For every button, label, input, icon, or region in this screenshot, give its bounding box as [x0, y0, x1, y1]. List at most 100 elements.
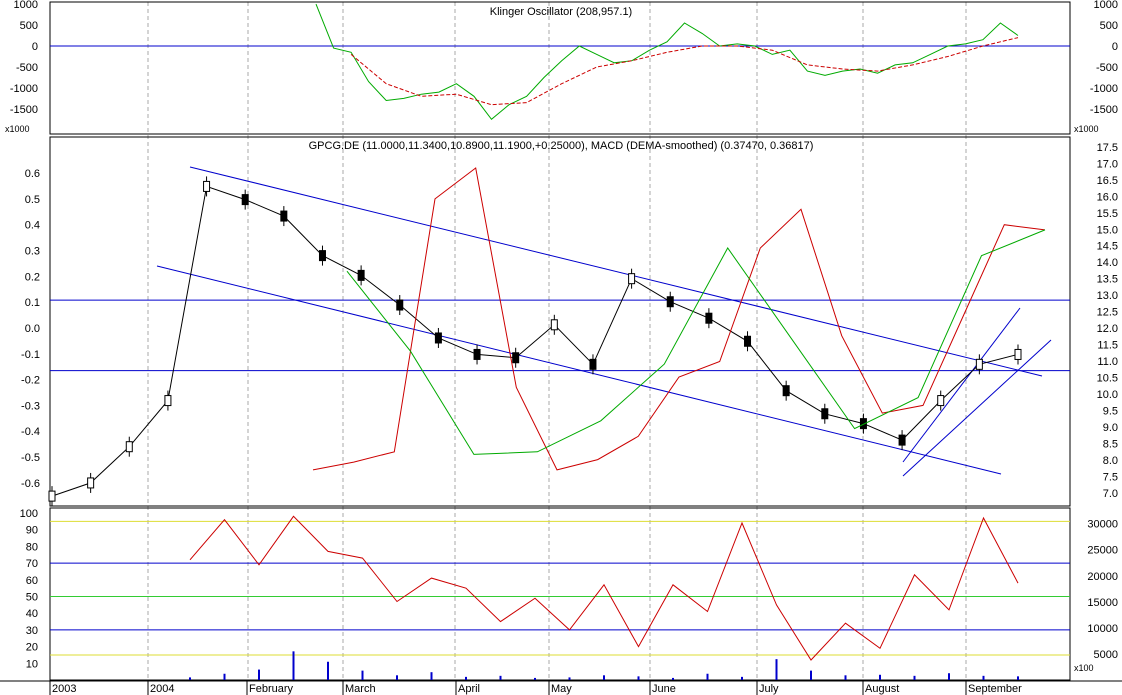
volume-tick: 15000 [1087, 597, 1118, 609]
price-tick: 17.5 [1097, 142, 1118, 154]
volume-bar [913, 675, 916, 680]
oscillator-tick: 80 [26, 541, 38, 553]
macd-tick: -0.4 [21, 426, 40, 438]
candle-body [87, 477, 95, 489]
volume-bar [603, 675, 605, 680]
panel-border [49, 1, 1071, 135]
price-tick: 11.5 [1097, 340, 1118, 352]
price-tick: 15.0 [1097, 224, 1118, 236]
volume-bar [1017, 676, 1019, 680]
macd-tick: -0.2 [21, 375, 40, 387]
x-tick-label: 2003 [52, 683, 76, 695]
x-tick-label: May [551, 683, 572, 695]
price-tick: 8.0 [1103, 455, 1118, 467]
volume-bar [430, 672, 433, 680]
price-tick: 8.5 [1103, 438, 1118, 450]
candle-body [821, 408, 829, 420]
volume-bar [465, 676, 467, 680]
trend-channel-line [902, 339, 1052, 477]
volume-bar [706, 673, 709, 680]
price-panel [48, 166, 1070, 507]
trend-channel-line [156, 265, 1002, 475]
volume-tick: 20000 [1087, 571, 1118, 583]
volume-bar [327, 661, 329, 680]
price-tick: 15.5 [1097, 208, 1118, 220]
klinger-panel [50, 3, 1070, 121]
price-tick: 16.0 [1097, 191, 1118, 203]
oscillator-tick: 30 [26, 625, 38, 637]
candle-body [666, 296, 674, 308]
price-title: GPCG.DE (11.0000,11.3400,10.8900,11.1900… [309, 140, 814, 152]
price-tick: 11.0 [1097, 356, 1118, 368]
oscillator-tick: 100 [20, 508, 38, 520]
price-tick: 14.0 [1097, 257, 1118, 269]
x-tick-label: July [759, 683, 779, 695]
klinger-left-tick: 0 [32, 41, 38, 53]
volume-bar [637, 676, 640, 680]
volume-tick: 30000 [1087, 519, 1118, 531]
klinger-right-tick: -500 [1096, 62, 1118, 74]
panel-frames [0, 1, 1122, 682]
volume-bar [499, 675, 502, 680]
volume-tick: 5000 [1094, 649, 1118, 661]
grid-lines [147, 2, 967, 681]
candle-body [318, 250, 326, 262]
candle-body [396, 299, 404, 311]
volume-bar [741, 676, 743, 680]
x-tick-label: February [249, 683, 294, 695]
volume-bar [948, 673, 950, 680]
panel-border [49, 136, 1071, 507]
price-tick: 17.0 [1097, 158, 1118, 170]
volume-bar [361, 670, 364, 680]
candle-body [434, 332, 442, 344]
candle-body [705, 312, 713, 324]
macd-line [312, 167, 1046, 471]
price-tick: 13.5 [1097, 274, 1118, 286]
volume-bar [844, 675, 847, 680]
volume-tick: 25000 [1087, 545, 1118, 557]
candle-body [241, 194, 249, 206]
klinger-left-tick: -1500 [10, 104, 38, 116]
klinger-right-tick: 0 [1112, 41, 1118, 53]
oscillator-line [189, 515, 1019, 661]
candle-body [782, 385, 790, 397]
candle-body [550, 319, 558, 331]
volume-bar [982, 675, 985, 680]
candle-body [357, 269, 365, 281]
candle-body [48, 490, 56, 502]
klinger-left-tick: 500 [20, 20, 38, 32]
oscillator-tick: 70 [26, 558, 38, 570]
candle-body [280, 210, 288, 222]
macd-tick: 0.2 [25, 271, 40, 283]
candle-body [164, 395, 172, 407]
trend-channel-line [189, 166, 1043, 377]
volume-bar [223, 673, 226, 680]
candle-body [628, 273, 636, 285]
candle-body [512, 352, 520, 364]
candle-body [125, 441, 133, 453]
candle-body [589, 358, 597, 370]
oscillator-tick: 40 [26, 608, 38, 620]
oscillator-tick: 20 [26, 642, 38, 654]
price-tick: 7.0 [1103, 488, 1118, 500]
candle-body [898, 434, 906, 446]
x-tick-label: 2004 [150, 683, 174, 695]
price-tick: 10.5 [1097, 373, 1118, 385]
candle-body [937, 395, 945, 407]
klinger-left-tick: -1000 [10, 83, 38, 95]
x-tick-label: September [968, 683, 1022, 695]
x-tick-label: March [345, 683, 376, 695]
klinger-right-tick: 1000 [1094, 0, 1118, 11]
klinger-left-tick: -500 [16, 62, 38, 74]
volume-panel [50, 515, 1070, 680]
candle-body [203, 180, 211, 192]
candle-body [975, 358, 983, 370]
macd-tick: 0.5 [25, 194, 40, 206]
panel-border [49, 507, 1071, 681]
x-tick-label: August [865, 683, 899, 695]
klinger-left-tick: 1000 [14, 0, 38, 11]
price-tick: 9.5 [1103, 405, 1118, 417]
oscillator-tick: 60 [26, 575, 38, 587]
